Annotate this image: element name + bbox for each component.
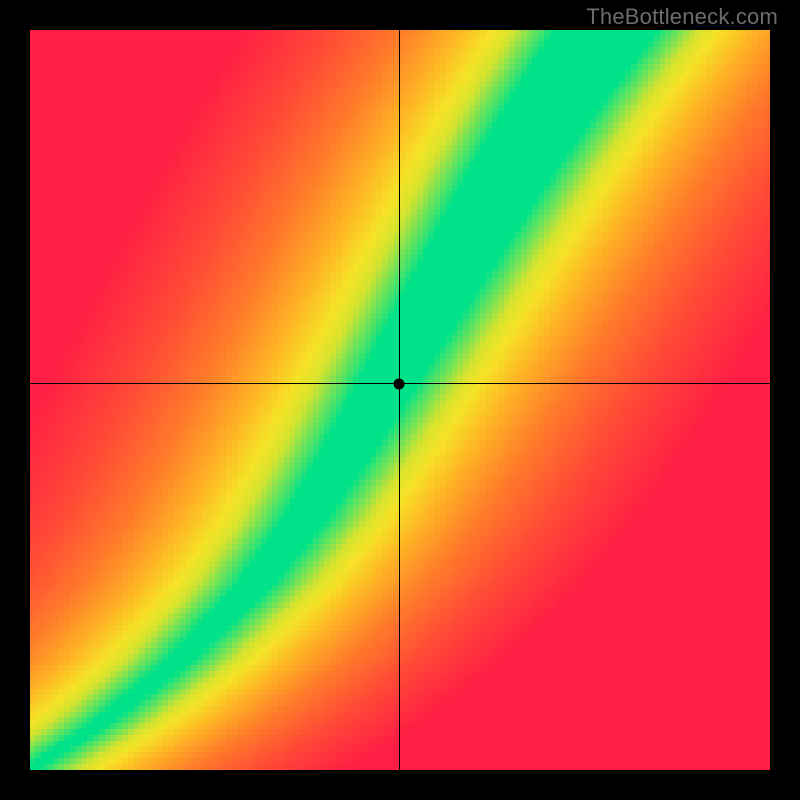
watermark-label: TheBottleneck.com <box>586 4 778 30</box>
bottleneck-heatmap <box>30 30 770 770</box>
crosshair-marker <box>394 378 405 389</box>
crosshair-vertical <box>399 30 400 770</box>
